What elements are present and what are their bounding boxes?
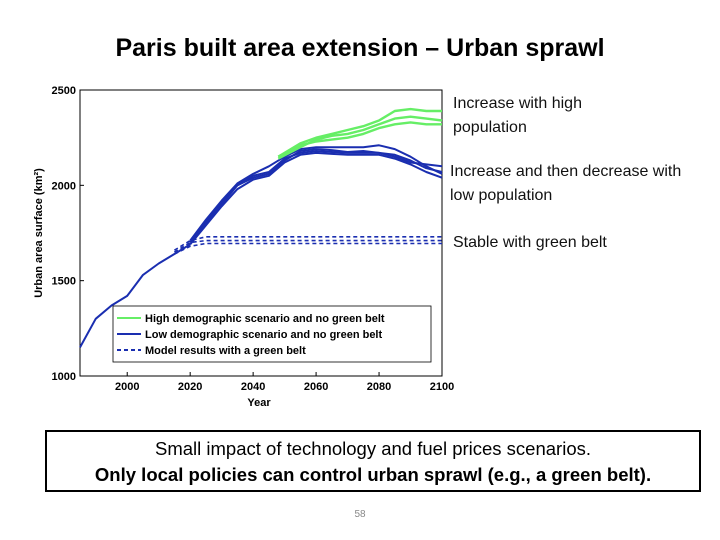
- series-line-high-7: [277, 121, 442, 158]
- note-green-belt: Stable with green belt: [453, 231, 653, 255]
- legend-label: Low demographic scenario and no green be…: [145, 329, 382, 341]
- legend-box: [112, 305, 432, 363]
- conclusion-box: Small impact of technology and fuel pric…: [45, 430, 701, 492]
- series-line-green_belt-10: [174, 242, 442, 255]
- series-line-low-4: [189, 150, 443, 244]
- slide-title: Paris built area extension – Urban spraw…: [115, 34, 605, 62]
- note-high-population: Increase with high population: [453, 92, 633, 140]
- y-tick-label: 1000: [52, 371, 76, 383]
- x-tick-label: 2100: [430, 381, 454, 393]
- series-line-high-5: [277, 107, 442, 158]
- y-axis-label: Urban area surface (km²): [33, 168, 45, 298]
- x-tick-label: 2000: [115, 381, 139, 393]
- x-tick-label: 2020: [178, 381, 202, 393]
- conclusion-line-1: Small impact of technology and fuel pric…: [155, 438, 591, 459]
- y-tick-label: 2000: [52, 180, 76, 192]
- x-tick-label: 2060: [304, 381, 328, 393]
- series-line-history-0: [79, 243, 191, 348]
- page-number: 58: [354, 509, 366, 520]
- legend-label: Model results with a green belt: [145, 345, 306, 357]
- series-line-low-3: [189, 144, 443, 242]
- legend-label: High demographic scenario and no green b…: [145, 313, 385, 325]
- x-tick-label: 2080: [367, 381, 391, 393]
- x-tick-label: 2040: [241, 381, 265, 393]
- note-low-population: Increase and then decrease with low popu…: [450, 160, 690, 208]
- y-tick-label: 1500: [52, 276, 76, 288]
- series-line-low-2: [189, 151, 443, 246]
- x-axis-label: Year: [247, 397, 271, 409]
- conclusion-line-2: Only local policies can control urban sp…: [94, 464, 652, 485]
- y-tick-label: 2500: [52, 85, 76, 97]
